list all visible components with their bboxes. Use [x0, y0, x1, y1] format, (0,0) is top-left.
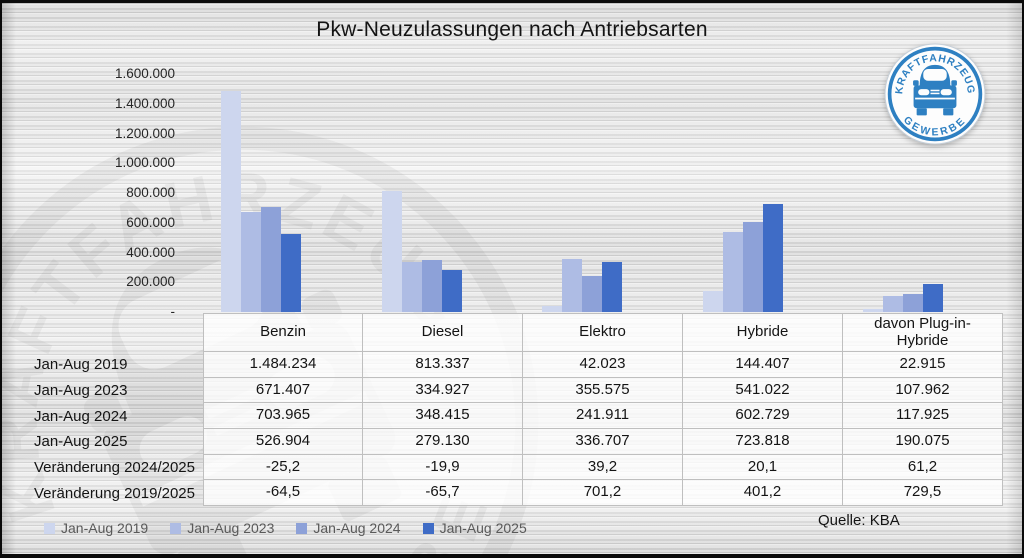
table-cell: 144.407 — [683, 352, 843, 378]
table-cell: 241.911 — [523, 403, 683, 430]
y-axis-tick: 800.000 — [126, 185, 175, 200]
bar-Jan-Aug-2025-Benzin — [281, 234, 302, 312]
bar-Jan-Aug-2019-Hybride — [702, 291, 723, 312]
chart-legend: Jan-Aug 2019 Jan-Aug 2023 Jan-Aug 2024 Jan-… — [44, 520, 527, 536]
bar-Jan-Aug-2024-Benzin — [261, 207, 282, 312]
bar-Jan-Aug-2019-Elektro — [542, 306, 563, 312]
table-row-label: Jan-Aug 2019 — [34, 356, 128, 374]
table-cell: 401,2 — [683, 480, 843, 507]
legend-item: Jan-Aug 2023 — [170, 520, 274, 536]
table-cell: 723.818 — [683, 429, 843, 455]
bar-Jan-Aug-2019-davon-Plug-in-Hybride — [863, 309, 884, 312]
table-cell: 348.415 — [363, 403, 523, 430]
bar-Jan-Aug-2024-Elektro — [582, 276, 603, 312]
y-axis-tick: - — [170, 304, 176, 319]
table-cell: -65,7 — [363, 480, 523, 507]
bar-Jan-Aug-2023-Diesel — [401, 262, 422, 312]
legend-item: Jan-Aug 2019 — [44, 520, 148, 536]
table-cell: 279.130 — [363, 429, 523, 455]
table-row-label: Veränderung 2024/2025 — [34, 459, 195, 477]
table-cell: 334.927 — [363, 377, 523, 404]
table-cell: 20,1 — [683, 454, 843, 481]
kfz-gewerbe-badge-logo: KRAFTFAHRZEUG GEWERBE — [884, 43, 986, 145]
table-column-header: Diesel — [363, 313, 523, 352]
table-cell: 526.904 — [203, 429, 363, 455]
table-cell: 703.965 — [203, 403, 363, 430]
legend-label: Jan-Aug 2019 — [61, 520, 149, 536]
table-row-label: Veränderung 2019/2025 — [34, 484, 195, 502]
bar-Jan-Aug-2023-Elektro — [562, 259, 583, 312]
legend-item: Jan-Aug 2025 — [422, 520, 527, 536]
bar-Jan-Aug-2025-Elektro — [602, 262, 623, 312]
table-cell: 701,2 — [523, 480, 683, 507]
legend-label: Jan-Aug 2024 — [313, 520, 401, 536]
table-cell: 355.575 — [523, 377, 683, 404]
legend-label: Jan-Aug 2025 — [439, 520, 527, 536]
y-axis-tick: 600.000 — [126, 214, 175, 230]
bar-Jan-Aug-2023-Benzin — [241, 212, 262, 312]
table-cell: 190.075 — [843, 429, 1003, 455]
table-cell: -19,9 — [363, 454, 523, 481]
chart-title: Pkw-Neuzulassungen nach Antriebsarten — [316, 18, 708, 41]
legend-item: Jan-Aug 2024 — [296, 520, 401, 536]
table-cell: 107.962 — [843, 377, 1003, 404]
bar-Jan-Aug-2023-davon-Plug-in-Hybride — [883, 296, 904, 312]
table-corner-cell — [25, 313, 203, 352]
bar-Jan-Aug-2024-Hybride — [742, 222, 763, 312]
table-cell: 602.729 — [683, 403, 843, 430]
data-table: Benzin Diesel Elektro Hybride davon Plug-in-… — [25, 313, 1003, 507]
y-axis-tick: 1.400.000 — [114, 95, 175, 111]
y-axis-tick: 400.000 — [126, 244, 175, 260]
table-cell: 117.925 — [843, 403, 1003, 430]
table-column-header: davon Plug-in-Hybride — [843, 313, 1003, 352]
bar-Jan-Aug-2019-Benzin — [221, 91, 242, 312]
table-cell: 336.707 — [523, 429, 683, 455]
table-column-header: Benzin — [203, 313, 363, 352]
table-cell: 671.407 — [203, 377, 363, 404]
table-cell: -25,2 — [203, 454, 363, 481]
table-cell: 729,5 — [843, 480, 1003, 507]
legend-swatch-icon — [170, 522, 182, 534]
bar-Jan-Aug-2019-Diesel — [381, 191, 402, 312]
table-cell: 813.337 — [363, 352, 523, 378]
table-cell: 42.023 — [523, 352, 683, 378]
table-cell: 1.484.234 — [203, 352, 363, 378]
y-axis-tick: 1.600.000 — [114, 66, 175, 81]
table-row-label: Jan-Aug 2025 — [34, 433, 128, 451]
bar-Jan-Aug-2024-Diesel — [421, 260, 442, 312]
table-cell: -64,5 — [203, 480, 363, 507]
legend-swatch-icon — [422, 522, 434, 534]
bar-Jan-Aug-2025-davon-Plug-in-Hybride — [923, 284, 944, 312]
y-axis-tick: 200.000 — [126, 274, 175, 290]
legend-swatch-icon — [44, 522, 55, 534]
table-cell: 61,2 — [843, 454, 1003, 481]
table-column-header: Elektro — [523, 313, 683, 352]
table-cell: 541.022 — [683, 377, 843, 404]
bar-Jan-Aug-2025-Hybride — [762, 204, 783, 312]
bar-Jan-Aug-2024-davon-Plug-in-Hybride — [903, 294, 924, 312]
bar-Jan-Aug-2023-Hybride — [722, 232, 743, 312]
y-axis-tick: 1.200.000 — [114, 125, 175, 141]
y-axis-tick: 1.000.000 — [114, 155, 175, 171]
source-note: Quelle: KBA — [818, 512, 900, 529]
table-cell: 39,2 — [523, 454, 683, 481]
table-row-label: Jan-Aug 2023 — [34, 382, 128, 400]
table-row-label: Jan-Aug 2024 — [34, 407, 128, 425]
table-cell: 22.915 — [843, 352, 1003, 378]
legend-swatch-icon — [296, 522, 308, 534]
bar-Jan-Aug-2025-Diesel — [441, 270, 462, 312]
table-column-header: Hybride — [683, 313, 843, 352]
legend-label: Jan-Aug 2023 — [187, 520, 275, 536]
